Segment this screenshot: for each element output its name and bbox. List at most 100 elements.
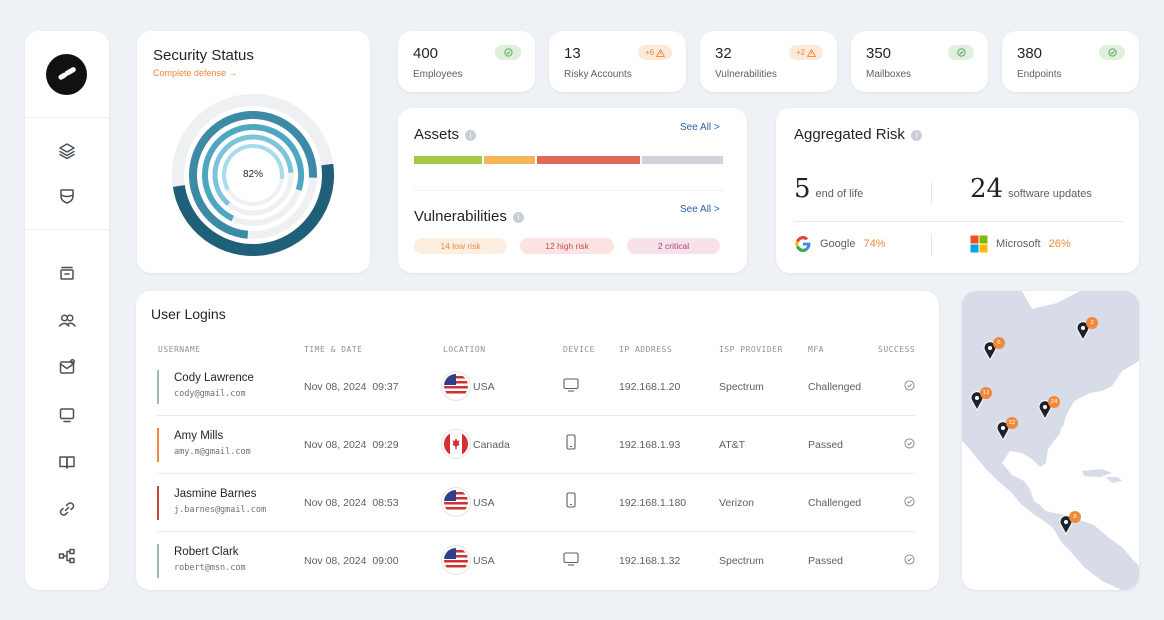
aggregated-heading: Aggregated Risk i (794, 126, 922, 143)
map-pin-count: 6 (993, 337, 1005, 349)
status-badge: +6 (638, 45, 672, 60)
map-pin[interactable]: 12 (970, 387, 992, 416)
stat-label: Endpoints (1017, 69, 1062, 80)
users-icon[interactable] (58, 311, 76, 329)
assets-see-all-link[interactable]: See All > (680, 122, 720, 133)
login-date: Nov 08, 2024 09:29 (304, 439, 399, 451)
row-indicator (157, 370, 159, 404)
ring-progress-2 (189, 111, 317, 239)
isp-provider: Spectrum (719, 555, 764, 567)
map-pin-count: 32 (1006, 417, 1018, 429)
column-header[interactable]: MFA (808, 345, 824, 354)
logo[interactable] (46, 54, 87, 95)
map-pin[interactable]: 24 (1038, 396, 1060, 425)
microsoft-icon (970, 235, 988, 253)
success-check-icon (904, 438, 915, 449)
monitor-icon[interactable] (58, 406, 76, 424)
link-icon[interactable] (58, 500, 76, 518)
map-pin[interactable]: 6 (983, 337, 1005, 366)
username: Jasmine Barnes (174, 488, 257, 500)
stat-label: Vulnerabilities (715, 69, 777, 80)
stat-label: Employees (413, 69, 463, 80)
stat-card-endpoints[interactable]: 380 Endpoints (1002, 31, 1139, 92)
divider (931, 234, 932, 256)
map-pin-count: 2 (1086, 317, 1098, 329)
stat-card-mailboxes[interactable]: 350 Mailboxes (851, 31, 988, 92)
info-icon[interactable]: i (910, 129, 922, 141)
map-pin[interactable]: 8 (1059, 511, 1081, 540)
desktop-icon (563, 378, 579, 392)
success-check-icon (904, 496, 915, 507)
microsoft-metric[interactable]: Microsoft 26% (970, 235, 1071, 253)
ring-progress-1 (172, 94, 334, 256)
stat-label: Risky Accounts (564, 69, 632, 80)
sidebar-divider (25, 229, 109, 230)
login-date: Nov 08, 2024 09:37 (304, 381, 399, 393)
end-of-life-label: end of life (815, 188, 864, 200)
user-email: cody@gmail.com (174, 389, 246, 399)
assets-heading: Assets i (414, 126, 477, 143)
row-indicator (157, 428, 159, 462)
end-of-life-metric[interactable]: 5 end of life (794, 174, 863, 204)
column-header[interactable]: IP ADDRESS (619, 345, 673, 354)
column-header[interactable]: DEVICE (563, 345, 595, 354)
vulnerabilities-see-all-link[interactable]: See All > (680, 204, 720, 215)
date-value: Nov 08, 2024 (304, 497, 367, 509)
column-header[interactable]: ISP PROVIDER (719, 345, 783, 354)
google-metric[interactable]: Google 74% (794, 235, 886, 253)
map-landmass (962, 291, 1139, 590)
stat-card-risky-accounts[interactable]: 13 Risky Accounts +6 (549, 31, 686, 92)
date-value: Nov 08, 2024 (304, 439, 367, 451)
stat-card-employees[interactable]: 400 Employees (398, 31, 535, 92)
check-circle-icon (503, 48, 513, 57)
high-risk-pill[interactable]: 12 high risk (520, 238, 614, 254)
username: Amy Mills (174, 430, 224, 442)
shield-icon[interactable] (58, 187, 76, 205)
table-row[interactable]: Amy Mills amy.m@gmail.com Nov 08, 2024 0… (136, 416, 939, 474)
location: Canada (473, 439, 510, 451)
column-header[interactable]: TIME & DATE (304, 345, 363, 354)
column-header[interactable]: SUCCESS (878, 345, 916, 354)
diagram-icon[interactable] (58, 547, 76, 565)
software-updates-metric[interactable]: 24 software updates (970, 174, 1092, 204)
critical-pill[interactable]: 2 critical (627, 238, 720, 254)
mail-icon[interactable] (58, 358, 76, 376)
end-of-life-value: 5 (794, 174, 811, 204)
table-row[interactable]: Jasmine Barnes j.barnes@gmail.com Nov 08… (136, 474, 939, 532)
info-icon[interactable]: i (512, 211, 524, 223)
layers-icon[interactable] (58, 142, 76, 160)
map-pin-count: 8 (1069, 511, 1081, 523)
mfa-status: Passed (808, 555, 844, 567)
stat-value: 32 (715, 45, 732, 62)
aggregated-risk-card: Aggregated Risk i 5 end of life 24 softwa… (776, 108, 1139, 273)
column-header[interactable]: LOCATION (443, 345, 486, 354)
check-circle-icon (956, 48, 966, 57)
ring-progress-3 (201, 124, 304, 226)
row-indicator (157, 486, 159, 520)
stat-value: 13 (564, 45, 581, 62)
low-risk-pill[interactable]: 14 low risk (414, 238, 507, 254)
assets-bar-segment (484, 156, 535, 164)
login-map[interactable]: 6 2 12 24 32 8 (962, 291, 1139, 590)
table-row[interactable]: Cody Lawrence cody@gmail.com Nov 08, 202… (136, 358, 939, 416)
login-date: Nov 08, 2024 09:00 (304, 555, 399, 567)
usa-flag-icon (444, 374, 468, 398)
microsoft-label: Microsoft (996, 238, 1041, 250)
archive-icon[interactable] (58, 264, 76, 282)
stat-card-vulnerabilities[interactable]: 32 Vulnerabilities +2 (700, 31, 837, 92)
book-icon[interactable] (58, 453, 76, 471)
map-pin[interactable]: 32 (996, 417, 1018, 446)
complete-defense-link[interactable]: Complete defense → (153, 68, 238, 78)
software-updates-value: 24 (970, 174, 1004, 204)
time-value: 08:53 (372, 497, 399, 509)
user-logins-title: User Logins (151, 306, 226, 322)
table-row[interactable]: Robert Clark robert@msn.com Nov 08, 2024… (136, 532, 939, 590)
column-header[interactable]: USERNAME (158, 345, 201, 354)
assets-title: Assets (414, 126, 460, 143)
info-icon[interactable]: i (465, 129, 477, 141)
stat-value: 380 (1017, 45, 1043, 62)
row-divider (157, 473, 915, 474)
user-email: robert@msn.com (174, 563, 246, 573)
isp-provider: AT&T (719, 439, 746, 451)
map-pin[interactable]: 2 (1076, 317, 1098, 346)
